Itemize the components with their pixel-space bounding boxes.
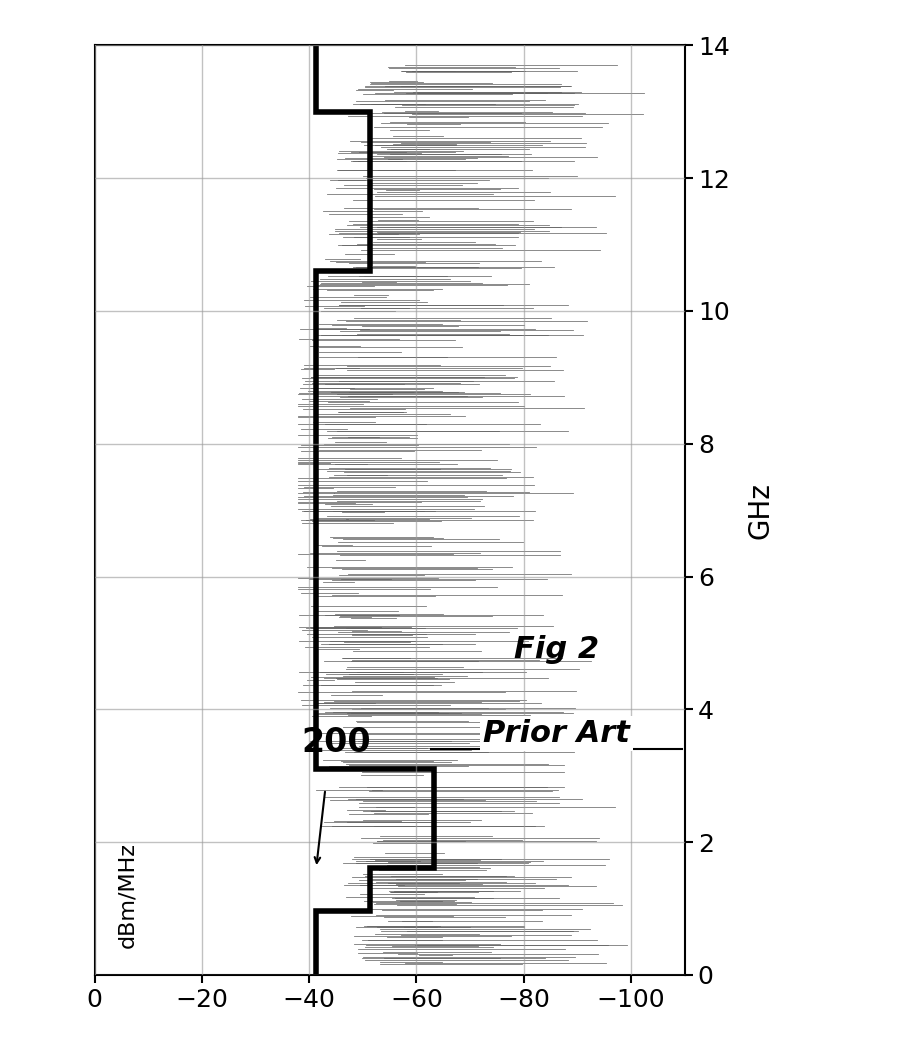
Text: Fig 2: Fig 2 xyxy=(514,635,598,664)
Text: dBm/MHz: dBm/MHz xyxy=(118,843,137,948)
Y-axis label: GHz: GHz xyxy=(746,482,774,539)
Text: 200: 200 xyxy=(301,726,370,759)
Text: Prior Art: Prior Art xyxy=(483,719,630,748)
